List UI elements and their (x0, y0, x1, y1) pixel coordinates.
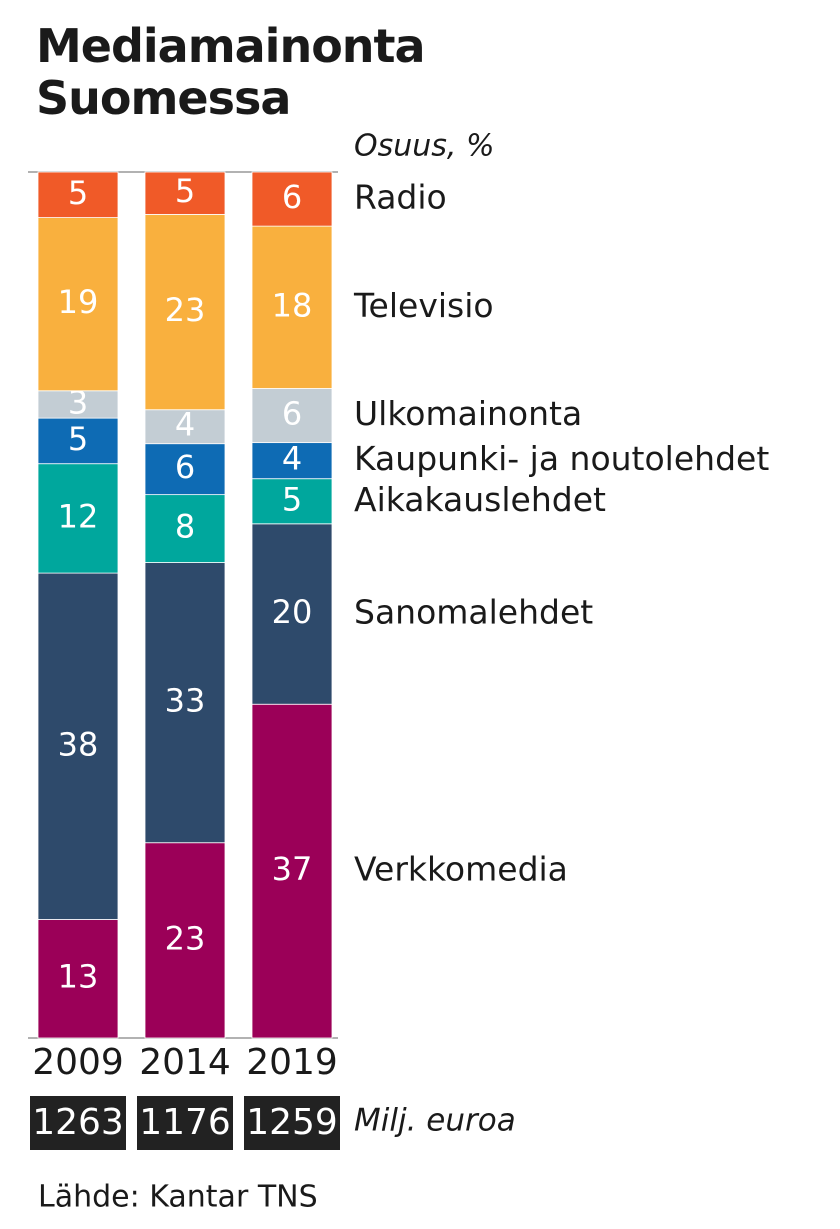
data-label: 38 (58, 725, 99, 763)
data-label: 23 (165, 919, 206, 957)
legend-label: Kaupunki- ja noutolehdet (354, 439, 769, 478)
data-label: 6 (175, 448, 195, 486)
data-label: 5 (175, 172, 195, 210)
bar-segment (37, 572, 119, 920)
bar-segment (251, 478, 333, 525)
total-label: 1259 (246, 1102, 338, 1143)
x-tick-label: 2019 (246, 1042, 338, 1083)
legend-label: Verkkomedia (354, 850, 568, 889)
bar-segment (144, 443, 226, 496)
bar-segment (251, 442, 333, 480)
bar-segment (37, 919, 119, 1039)
bar-segment (251, 703, 333, 1039)
data-label: 18 (272, 286, 313, 324)
data-label: 5 (68, 420, 88, 458)
data-label: 33 (165, 682, 206, 720)
data-label: 12 (58, 497, 99, 535)
chart-title: Mediamainonta Suomessa (36, 19, 426, 125)
legend-label: Sanomalehdet (354, 593, 593, 632)
total-box (244, 1096, 340, 1150)
data-label: 23 (165, 291, 206, 329)
bar-segment (37, 217, 119, 392)
bar-segment (37, 171, 119, 218)
legend-label: Televisio (353, 286, 494, 325)
total-box (30, 1096, 126, 1150)
legend-label: Aikakauslehdet (354, 480, 606, 519)
data-label: 20 (272, 593, 313, 631)
data-label: 8 (175, 508, 195, 546)
totals-label: Milj. euroa (354, 1103, 516, 1139)
total-label: 1263 (32, 1102, 124, 1143)
bar-segment (144, 171, 226, 215)
data-label: 6 (282, 395, 302, 433)
data-label: 5 (282, 480, 302, 518)
source: Lähde: Kantar TNS (38, 1180, 318, 1215)
x-tick-label: 2009 (32, 1042, 124, 1083)
bar-segment (37, 390, 119, 419)
y-label: Osuus, % (354, 129, 494, 164)
data-label: 4 (282, 440, 302, 478)
bar-segment (37, 417, 119, 465)
data-label: 13 (58, 958, 99, 996)
bar-segment (251, 523, 333, 705)
legend-label: Radio (354, 178, 447, 217)
data-label: 19 (58, 283, 99, 321)
total-label: 1176 (139, 1102, 231, 1143)
bar-segment (251, 388, 333, 444)
bar-segment (144, 562, 226, 844)
bar-segment (251, 171, 333, 227)
x-tick-label: 2014 (139, 1042, 231, 1083)
data-label: 3 (68, 383, 88, 421)
legend-label: Ulkomainonta (354, 394, 582, 433)
data-label: 5 (68, 174, 88, 212)
bar-segment (251, 225, 333, 389)
data-label: 4 (175, 406, 195, 444)
total-box (137, 1096, 233, 1150)
data-label: 37 (272, 850, 313, 888)
bar-segment (144, 214, 226, 411)
bar-segment (37, 463, 119, 574)
bar-segment (144, 494, 226, 563)
data-label: 6 (282, 178, 302, 216)
